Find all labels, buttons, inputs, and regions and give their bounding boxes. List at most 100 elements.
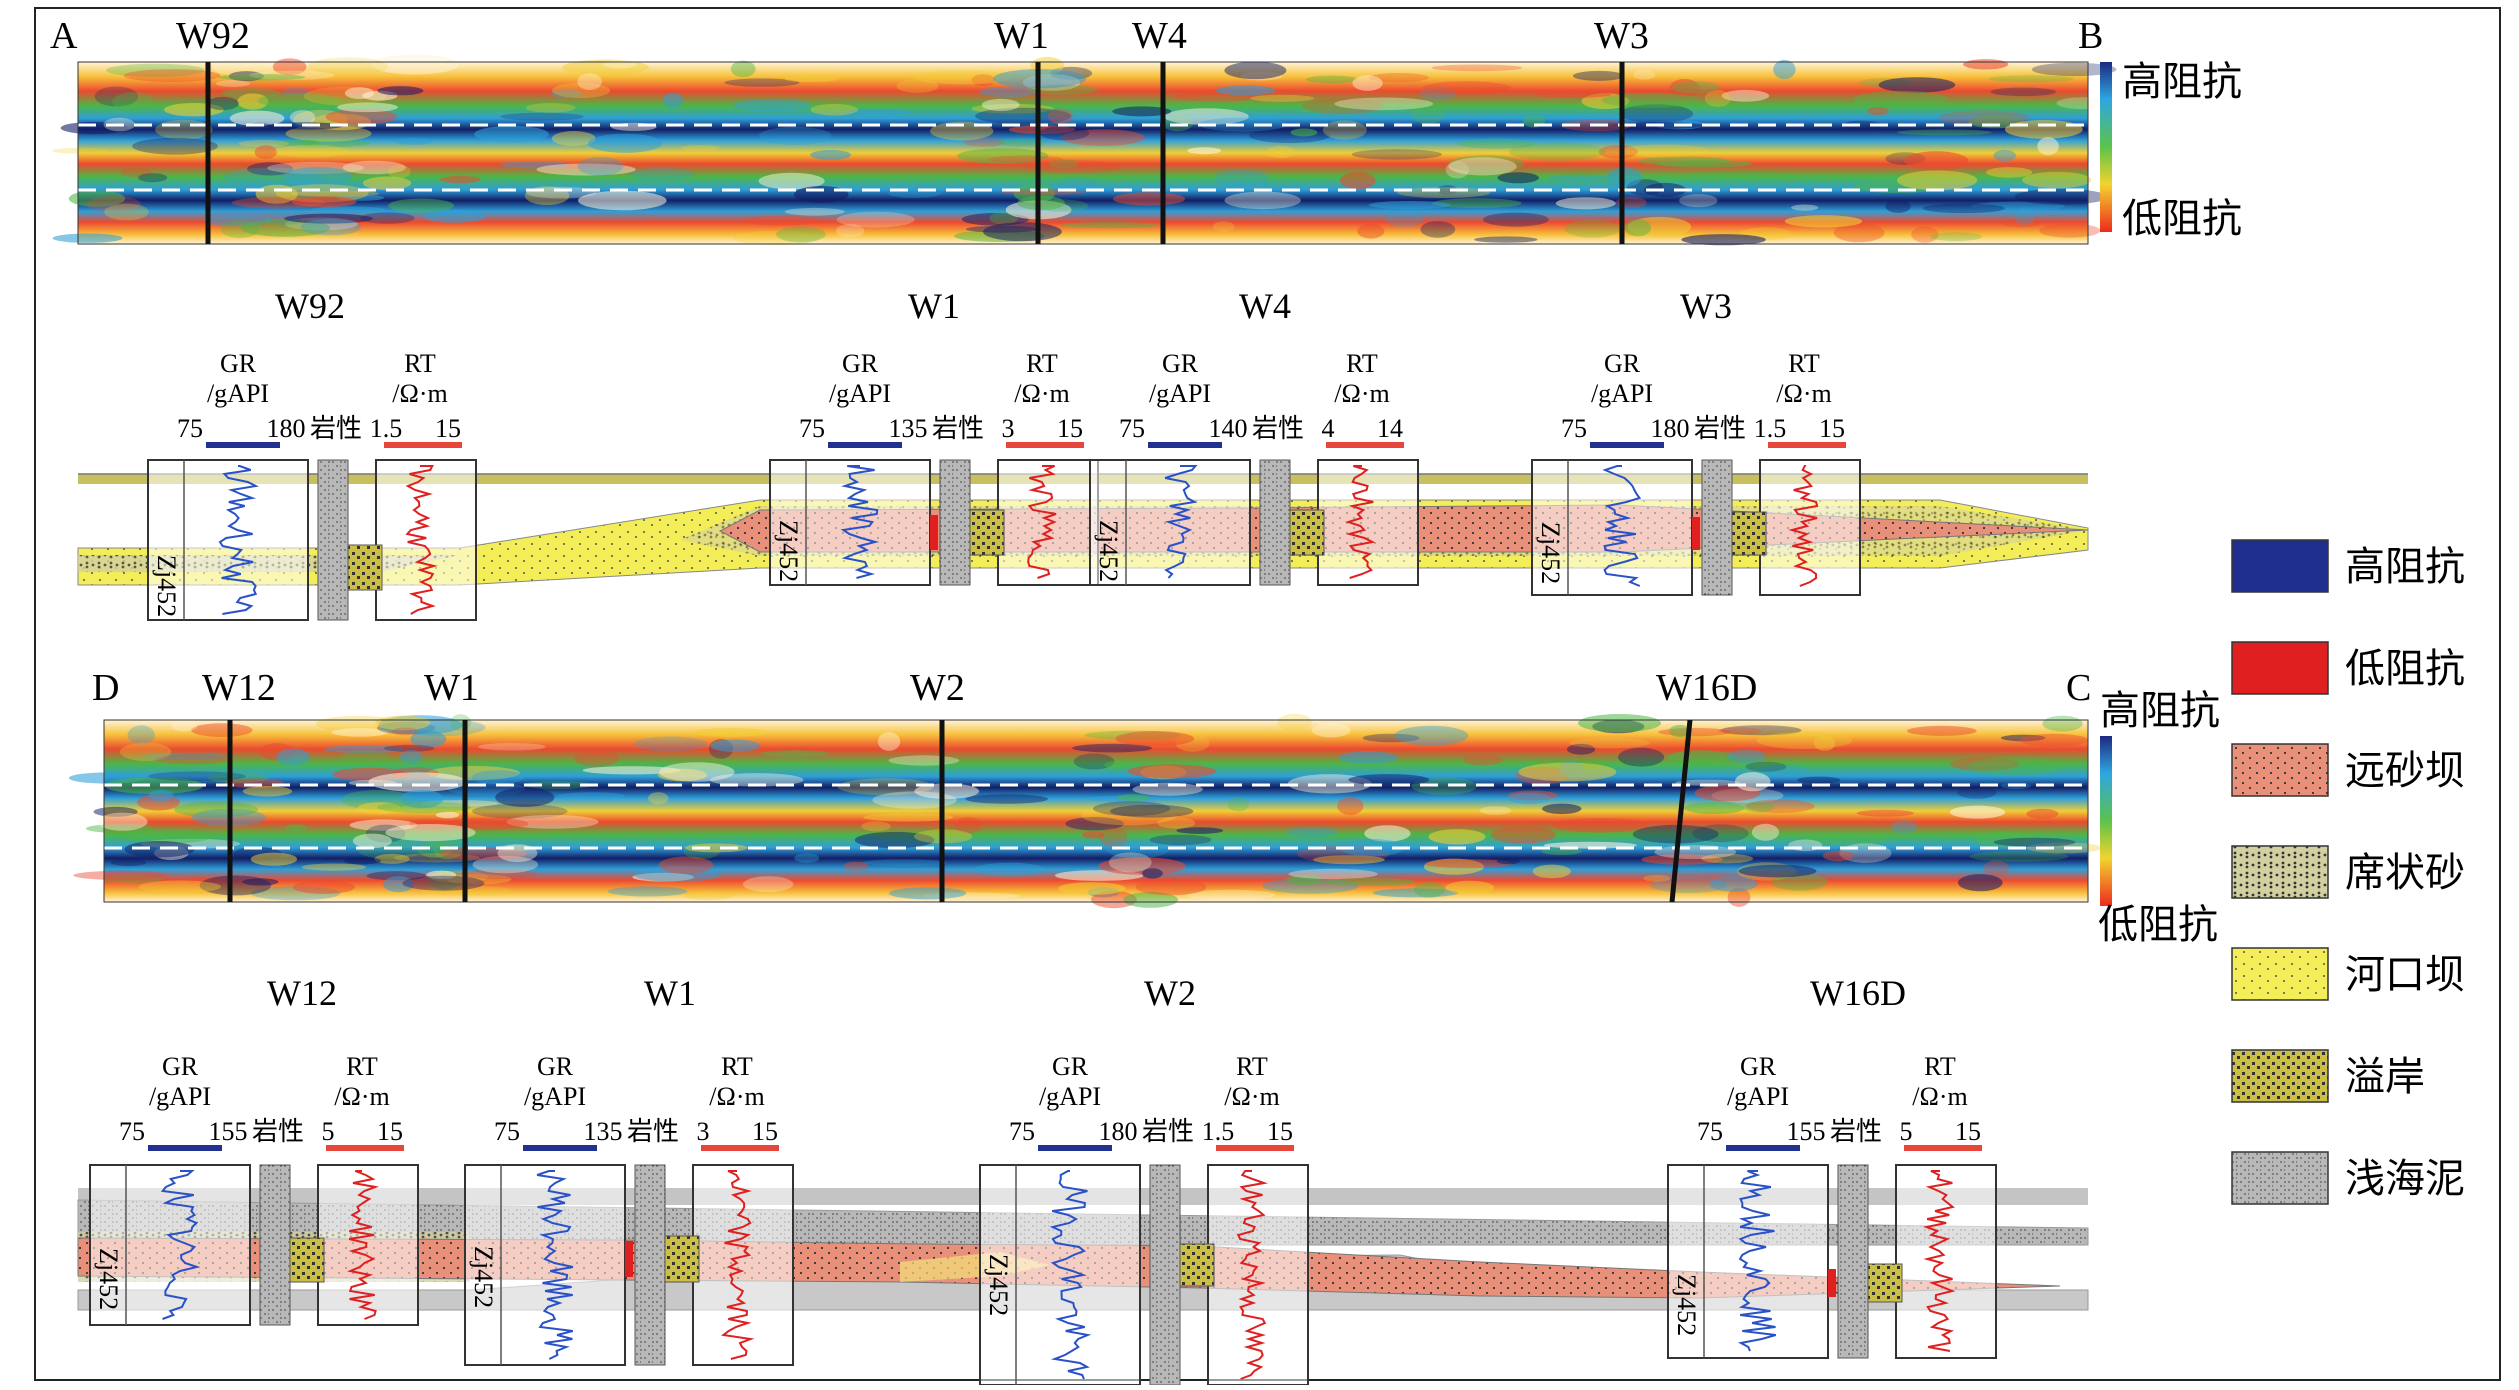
lithology-label: 岩性: [310, 414, 362, 443]
gr-unit-label: /gAPI: [1039, 1082, 1101, 1111]
rt-min-label: 3: [697, 1117, 710, 1146]
gr-scale-bar: [1590, 442, 1664, 448]
marker-label: Zj452: [1094, 520, 1123, 582]
scale-low-label: 低阻抗: [2122, 196, 2242, 241]
rt-scale-bar: [384, 442, 462, 448]
rt-scale-bar: [1326, 442, 1404, 448]
lithology-label: 岩性: [1252, 414, 1304, 443]
rt-min-label: 5: [1900, 1117, 1913, 1146]
legend-swatch: [2231, 641, 2329, 695]
gr-scale-bar: [1726, 1145, 1800, 1151]
seismic-well-label: W4: [1132, 15, 1187, 57]
gr-scale-bar: [1148, 442, 1222, 448]
rt-max-label: 15: [752, 1117, 778, 1146]
low-impedance-mark: [1828, 1269, 1836, 1297]
lithology-sand: [1179, 1243, 1215, 1287]
well-name-label: W4: [1239, 286, 1291, 326]
seismic-well-label: W92: [176, 15, 250, 57]
gr-max-label: 180: [267, 414, 306, 443]
gr-max-label: 155: [1787, 1117, 1826, 1146]
legend-swatch: [2231, 539, 2329, 593]
lithology-label: 岩性: [1830, 1117, 1882, 1146]
seismic-well-label: W2: [910, 667, 965, 709]
rt-min-label: 1.5: [1202, 1117, 1235, 1146]
rt-curve: [1922, 1170, 1956, 1352]
rt-unit-label: /Ω·m: [709, 1082, 764, 1111]
rt-track: [375, 459, 477, 621]
marker-label: Zj452: [152, 555, 181, 617]
gr-curve: [1049, 1170, 1092, 1380]
gr-label: GR: [537, 1052, 574, 1081]
gr-label: GR: [1740, 1052, 1777, 1081]
legend-label: 溢岸: [2345, 1054, 2425, 1099]
gr-unit-label: /gAPI: [207, 379, 269, 408]
rt-curve: [1344, 465, 1376, 579]
rt-min-label: 1.5: [1754, 414, 1787, 443]
rt-curve: [405, 465, 438, 615]
well-w4: W4 GR/gAPI RT/Ω·m 75 140 岩性 4 14 Zj452: [1089, 286, 1419, 586]
rt-track: [317, 1164, 419, 1326]
gr-max-label: 180: [1651, 414, 1690, 443]
gr-label: GR: [162, 1052, 199, 1081]
rt-label: RT: [1236, 1052, 1268, 1081]
lithology-sand: [1867, 1263, 1903, 1303]
legend-swatch: [2231, 1151, 2329, 1205]
rt-scale-bar: [1006, 442, 1084, 448]
scale-high-label: 高阻抗: [2100, 688, 2220, 733]
legend-swatch: [2231, 947, 2329, 1001]
well-w1: W1 GR/gAPI RT/Ω·m 75 135 岩性 3 15 Zj452: [769, 286, 1099, 586]
gr-min-label: 75: [494, 1117, 520, 1146]
lithology-sand: [1289, 509, 1325, 556]
gr-scale-bar: [148, 1145, 222, 1151]
rt-min-label: 3: [1002, 414, 1015, 443]
corner-label-b: B: [2078, 15, 2103, 57]
lithology-label: 岩性: [1142, 1117, 1194, 1146]
low-impedance-mark: [930, 515, 938, 550]
gr-label: GR: [842, 349, 879, 378]
marker-label: Zj452: [984, 1254, 1013, 1316]
well-w3: W3 GR/gAPI RT/Ω·m 75 180 岩性 1.5 15 Zj452: [1531, 286, 1861, 596]
rt-label: RT: [346, 1052, 378, 1081]
well-name-label: W1: [908, 286, 960, 326]
rt-max-label: 15: [1955, 1117, 1981, 1146]
rt-min-label: 1.5: [370, 414, 403, 443]
seismic-well-line: [1669, 719, 1693, 903]
impedance-scale-bar: [2100, 736, 2112, 906]
corner-label-d: D: [92, 667, 119, 709]
well-name-label: W2: [1144, 973, 1196, 1013]
rt-track: [1895, 1164, 1997, 1359]
seismic-well-label: W1: [424, 667, 479, 709]
legend-label: 高阻抗: [2345, 544, 2465, 589]
gr-min-label: 75: [799, 414, 825, 443]
lithology-column: [939, 459, 971, 586]
rt-track: [997, 459, 1099, 586]
rt-scale-bar: [1904, 1145, 1982, 1151]
rt-scale-bar: [701, 1145, 779, 1151]
legend-swatch: [2231, 1049, 2329, 1103]
gr-label: GR: [220, 349, 257, 378]
well-w12: W12 GR/gAPI RT/Ω·m 75 155 岩性 5 15 Zj452: [89, 973, 419, 1326]
rt-label: RT: [721, 1052, 753, 1081]
gr-unit-label: /gAPI: [1149, 379, 1211, 408]
seismic-panel-bottom: [68, 713, 2112, 909]
gr-track: [147, 459, 309, 621]
rt-unit-label: /Ω·m: [1776, 379, 1831, 408]
lithology-sand: [1731, 511, 1767, 556]
rt-scale-bar: [326, 1145, 404, 1151]
gr-curve: [218, 465, 260, 615]
lithology-column: [1149, 1164, 1181, 1386]
gr-max-label: 135: [889, 414, 928, 443]
rt-curve: [347, 1170, 380, 1320]
gr-min-label: 75: [119, 1117, 145, 1146]
rt-curve: [1027, 465, 1057, 579]
gr-track: [1089, 459, 1251, 586]
gr-scale-bar: [206, 442, 280, 448]
impedance-scale-bar: [2100, 62, 2112, 232]
lithology-label: 岩性: [1694, 414, 1746, 443]
well-name-label: W3: [1680, 286, 1732, 326]
legend-label: 浅海泥: [2345, 1156, 2465, 1201]
seismic-well-label: W1: [994, 15, 1049, 57]
rt-max-label: 14: [1377, 414, 1403, 443]
